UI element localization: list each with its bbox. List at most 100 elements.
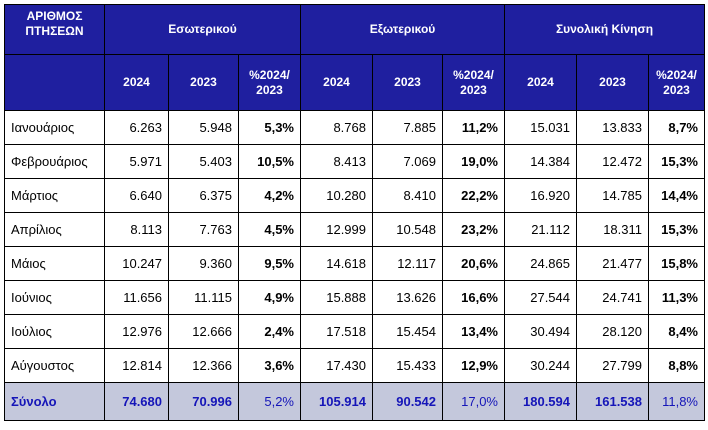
value-cell: 12.666 — [168, 314, 239, 349]
table-row: Μάιος 10.247 9.360 9,5% 14.618 12.117 20,6% 24.… — [4, 246, 705, 281]
value-cell: 10.548 — [372, 212, 443, 247]
change-cell: 9,5% — [238, 246, 301, 281]
value-cell: 11.115 — [168, 280, 239, 315]
change-header: %2024/ 2023 — [442, 54, 505, 111]
value-cell: 30.244 — [504, 348, 577, 383]
change-cell: 4,9% — [238, 280, 301, 315]
value-cell: 17.430 — [300, 348, 373, 383]
value-cell: 12.472 — [576, 144, 649, 179]
group-header-total: Συνολική Κίνηση — [504, 4, 705, 55]
value-cell: 15.031 — [504, 110, 577, 145]
group-header-international: Εξωτερικού — [300, 4, 505, 55]
value-cell: 17.518 — [300, 314, 373, 349]
change-cell: 11,2% — [442, 110, 505, 145]
table-row: Ιανουάριος 6.263 5.948 5,3% 8.768 7.885 11,2% 1… — [4, 110, 705, 145]
change-cell: 4,2% — [238, 178, 301, 213]
value-cell: 13.833 — [576, 110, 649, 145]
value-cell: 27.544 — [504, 280, 577, 315]
value-cell: 14.618 — [300, 246, 373, 281]
table-row: Φεβρουάριος 5.971 5.403 10,5% 8.413 7.069 19,0… — [4, 144, 705, 179]
change-cell: 12,9% — [442, 348, 505, 383]
change-cell: 17,0% — [442, 382, 505, 421]
change-cell: 22,2% — [442, 178, 505, 213]
month-cell: Μάιος — [4, 246, 105, 281]
value-cell: 8.113 — [104, 212, 169, 247]
change-cell: 11,3% — [648, 280, 705, 315]
value-cell: 7.069 — [372, 144, 443, 179]
value-cell: 161.538 — [576, 382, 649, 421]
month-cell: Ιούλιος — [4, 314, 105, 349]
change-cell: 15,3% — [648, 144, 705, 179]
year-header: 2024 — [300, 54, 373, 111]
flights-table: ΑΡΙΘΜΟΣ ΠΤΗΣΕΩΝ Εσωτερικού Εξωτερικού Συ… — [4, 4, 705, 421]
value-cell: 30.494 — [504, 314, 577, 349]
change-cell: 5,3% — [238, 110, 301, 145]
change-cell: 16,6% — [442, 280, 505, 315]
value-cell: 12.814 — [104, 348, 169, 383]
value-cell: 105.914 — [300, 382, 373, 421]
value-cell: 5.971 — [104, 144, 169, 179]
value-cell: 15.454 — [372, 314, 443, 349]
value-cell: 180.594 — [504, 382, 577, 421]
value-cell: 21.477 — [576, 246, 649, 281]
value-cell: 10.247 — [104, 246, 169, 281]
value-cell: 14.785 — [576, 178, 649, 213]
year-header: 2023 — [576, 54, 649, 111]
value-cell: 12.117 — [372, 246, 443, 281]
value-cell: 9.360 — [168, 246, 239, 281]
flights-table-container: ΑΡΙΘΜΟΣ ΠΤΗΣΕΩΝ Εσωτερικού Εξωτερικού Συ… — [4, 4, 705, 421]
total-row: Σύνολο 74.680 70.996 5,2% 105.914 90.542 17,0%… — [4, 382, 705, 421]
year-header: 2024 — [504, 54, 577, 111]
table-row: Ιούνιος 11.656 11.115 4,9% 15.888 13.626 16,6%… — [4, 280, 705, 315]
change-cell: 2,4% — [238, 314, 301, 349]
value-cell: 5.948 — [168, 110, 239, 145]
change-cell: 8,4% — [648, 314, 705, 349]
change-cell: 20,6% — [442, 246, 505, 281]
change-cell: 5,2% — [238, 382, 301, 421]
value-cell: 12.366 — [168, 348, 239, 383]
month-cell: Φεβρουάριος — [4, 144, 105, 179]
value-cell: 5.403 — [168, 144, 239, 179]
month-cell: Μάρτιος — [4, 178, 105, 213]
value-cell: 12.976 — [104, 314, 169, 349]
value-cell: 15.888 — [300, 280, 373, 315]
change-cell: 8,7% — [648, 110, 705, 145]
value-cell: 24.741 — [576, 280, 649, 315]
value-cell: 15.433 — [372, 348, 443, 383]
value-cell: 7.763 — [168, 212, 239, 247]
table-row: Ιούλιος 12.976 12.666 2,4% 17.518 15.454 13,4%… — [4, 314, 705, 349]
month-cell: Απρίλιος — [4, 212, 105, 247]
table-body: Ιανουάριος 6.263 5.948 5,3% 8.768 7.885 11,2% 1… — [4, 110, 705, 421]
change-cell: 8,8% — [648, 348, 705, 383]
change-cell: 11,8% — [648, 382, 705, 421]
change-cell: 13,4% — [442, 314, 505, 349]
value-cell: 6.640 — [104, 178, 169, 213]
header-row-groups: ΑΡΙΘΜΟΣ ΠΤΗΣΕΩΝ Εσωτερικού Εξωτερικού Συ… — [4, 4, 705, 55]
change-cell: 23,2% — [442, 212, 505, 247]
change-cell: 3,6% — [238, 348, 301, 383]
value-cell: 6.375 — [168, 178, 239, 213]
header-row-years: 2024 2023 %2024/ 2023 2024 2023 %2024/ 2… — [4, 54, 705, 111]
table-row: Μάρτιος 6.640 6.375 4,2% 10.280 8.410 22,2% 16.… — [4, 178, 705, 213]
value-cell: 27.799 — [576, 348, 649, 383]
change-header: %2024/ 2023 — [238, 54, 301, 111]
value-cell: 7.885 — [372, 110, 443, 145]
value-cell: 10.280 — [300, 178, 373, 213]
value-cell: 8.768 — [300, 110, 373, 145]
value-cell: 6.263 — [104, 110, 169, 145]
row-label-header-blank — [4, 54, 105, 111]
year-header: 2024 — [104, 54, 169, 111]
change-cell: 15,8% — [648, 246, 705, 281]
value-cell: 28.120 — [576, 314, 649, 349]
group-header-domestic: Εσωτερικού — [104, 4, 301, 55]
value-cell: 74.680 — [104, 382, 169, 421]
value-cell: 12.999 — [300, 212, 373, 247]
month-cell: Αύγουστος — [4, 348, 105, 383]
year-header: 2023 — [168, 54, 239, 111]
table-row: Αύγουστος 12.814 12.366 3,6% 17.430 15.433 12,… — [4, 348, 705, 383]
row-label-header: ΑΡΙΘΜΟΣ ΠΤΗΣΕΩΝ — [4, 4, 105, 55]
change-header: %2024/ 2023 — [648, 54, 705, 111]
month-cell: Ιούνιος — [4, 280, 105, 315]
change-cell: 19,0% — [442, 144, 505, 179]
value-cell: 16.920 — [504, 178, 577, 213]
